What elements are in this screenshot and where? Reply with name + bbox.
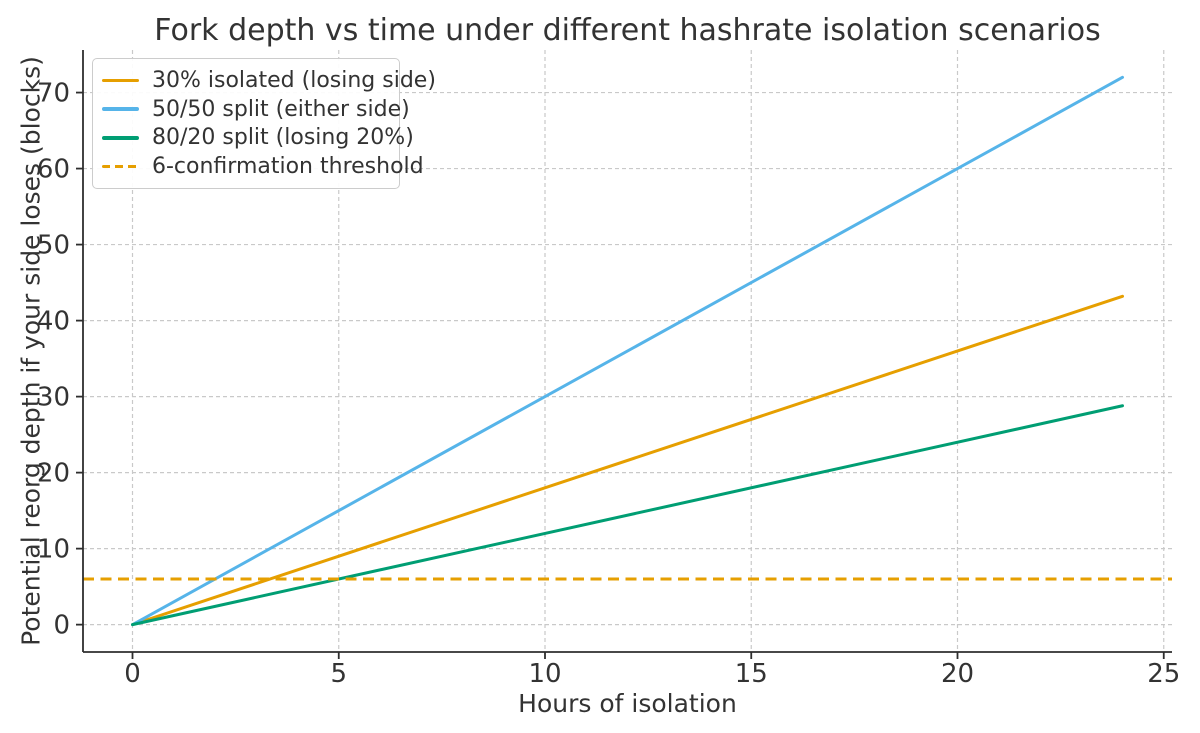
x-tick-label: 20 bbox=[941, 659, 974, 689]
y-tick-label: 20 bbox=[37, 459, 70, 489]
x-tick-label: 25 bbox=[1147, 659, 1180, 689]
legend-line-swatch bbox=[102, 136, 139, 140]
legend-item: 80/20 split (losing 20%) bbox=[93, 125, 414, 150]
x-tick-label: 10 bbox=[528, 659, 561, 689]
series-line bbox=[131, 404, 1124, 627]
y-tick-label: 70 bbox=[37, 79, 70, 109]
y-tick-label: 50 bbox=[37, 231, 70, 261]
legend-line-swatch bbox=[102, 78, 139, 82]
legend-item: 6-confirmation threshold bbox=[93, 154, 424, 179]
y-tick-label: 0 bbox=[53, 611, 70, 641]
x-tick-label: 0 bbox=[124, 659, 141, 689]
legend-label: 30% isolated (losing side) bbox=[152, 67, 436, 93]
legend-label: 80/20 split (losing 20%) bbox=[152, 125, 414, 151]
series-line bbox=[131, 75, 1124, 627]
legend-label: 50/50 split (either side) bbox=[152, 96, 410, 122]
x-tick-label: 5 bbox=[330, 659, 347, 689]
legend: 30% isolated (losing side) 50/50 split (… bbox=[92, 58, 436, 189]
series-line bbox=[131, 294, 1124, 627]
y-axis-label: Potential reorg depth if your side loses… bbox=[16, 56, 46, 646]
legend-label: 6-confirmation threshold bbox=[152, 154, 424, 180]
legend-line-swatch bbox=[102, 107, 139, 111]
x-tick-label: 15 bbox=[735, 659, 768, 689]
y-tick-label: 30 bbox=[37, 383, 70, 413]
legend-dashed-swatch bbox=[102, 164, 139, 169]
legend-item: 50/50 split (either side) bbox=[93, 97, 410, 122]
y-tick-label: 60 bbox=[37, 155, 70, 185]
x-axis-label: Hours of isolation bbox=[518, 689, 737, 718]
y-tick-label: 40 bbox=[37, 307, 70, 337]
y-tick-label: 10 bbox=[37, 535, 70, 565]
legend-item: 30% isolated (losing side) bbox=[93, 68, 436, 93]
chart-title: Fork depth vs time under different hashr… bbox=[154, 13, 1101, 48]
